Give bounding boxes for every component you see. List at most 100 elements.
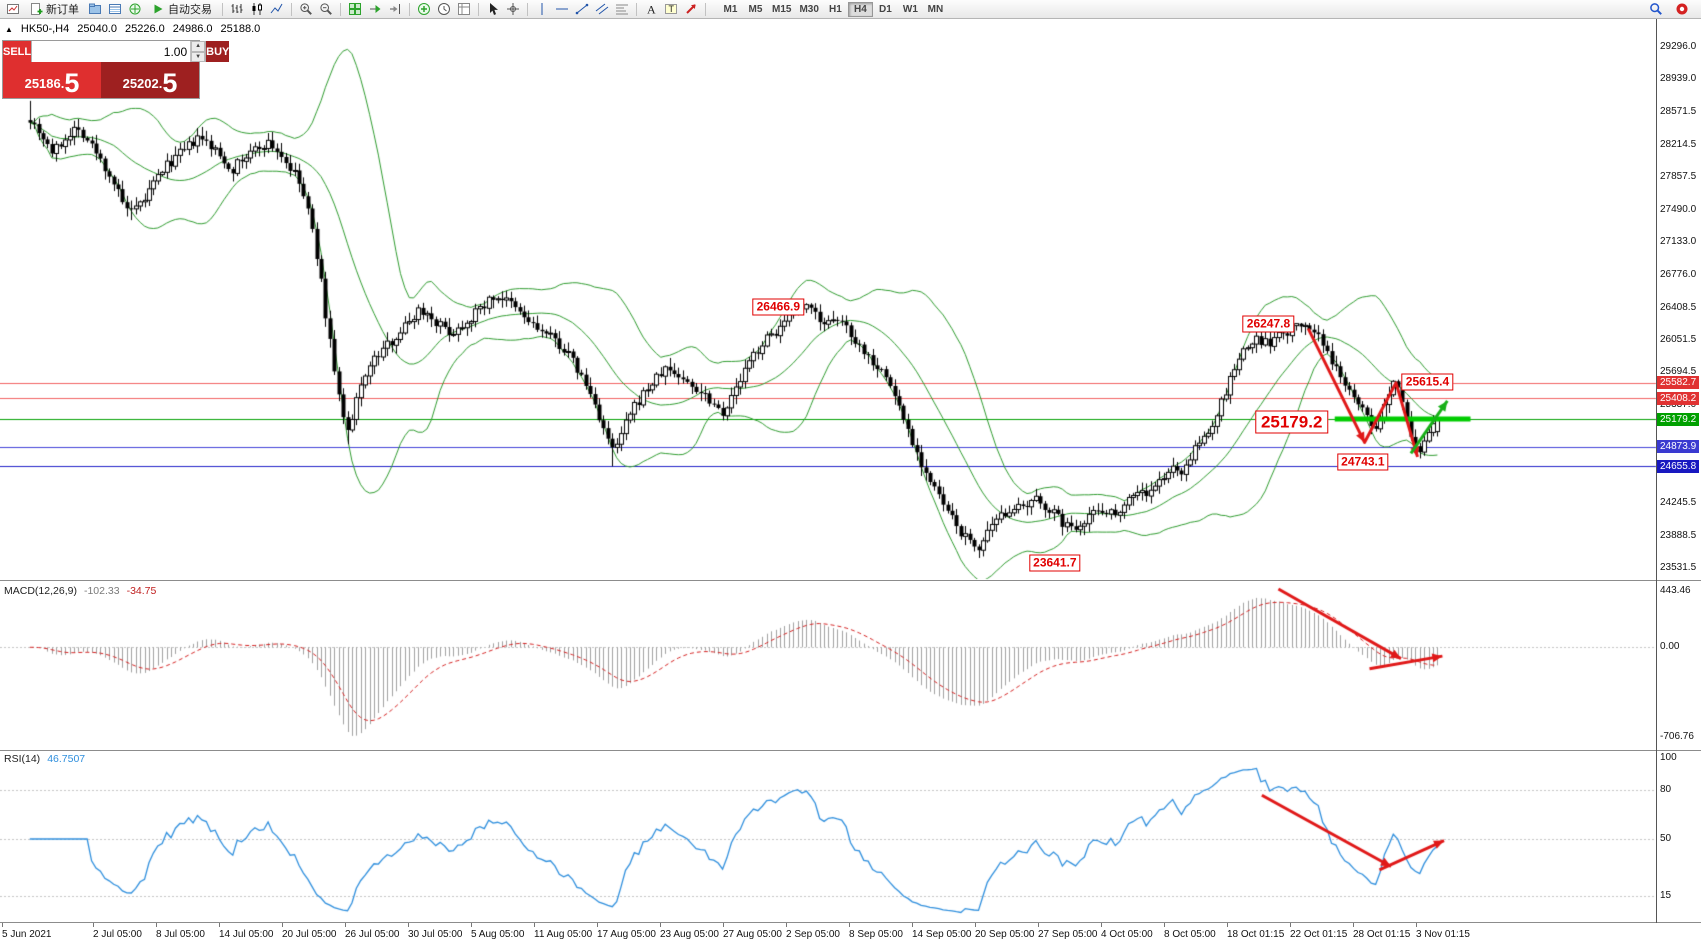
timeframe-m5-button[interactable]: M5 bbox=[743, 2, 768, 17]
toolbar-separator bbox=[705, 2, 706, 16]
channel-icon bbox=[595, 2, 609, 16]
timeframe-m30-button[interactable]: M30 bbox=[795, 2, 822, 17]
horizontal-line-icon[interactable] bbox=[552, 1, 572, 18]
bar-chart-icon bbox=[230, 2, 244, 16]
alerts-icon[interactable] bbox=[1672, 1, 1692, 18]
cursor-icon bbox=[486, 2, 500, 16]
bar-chart-icon[interactable] bbox=[227, 1, 247, 18]
buy-price[interactable]: 25202. 5 bbox=[101, 62, 199, 98]
toolbar-separator bbox=[340, 2, 341, 16]
toolbar-separator bbox=[478, 2, 479, 16]
buy-button[interactable]: BUY bbox=[206, 41, 230, 62]
autotrading-button[interactable]: 自动交易 bbox=[145, 1, 218, 18]
arrows-tool-icon bbox=[684, 2, 698, 16]
one-click-trade-panel: SELL ▲ ▼ BUY 25186.5 25202.5 bbox=[2, 40, 230, 99]
rsi-value: 46.7507 bbox=[47, 753, 86, 765]
symbol-label: HK50-,H4 bbox=[20, 23, 70, 35]
volume-up-button[interactable]: ▲ bbox=[191, 41, 206, 52]
auto-scroll-icon[interactable] bbox=[365, 1, 385, 18]
timeframe-d1-button[interactable]: D1 bbox=[873, 2, 898, 17]
templates-icon[interactable] bbox=[454, 1, 474, 18]
channel-icon[interactable] bbox=[592, 1, 612, 18]
svg-text:T: T bbox=[669, 4, 675, 14]
toolbar-separator bbox=[291, 2, 292, 16]
autotrading-button-label: 自动交易 bbox=[168, 4, 212, 16]
navigator-icon[interactable] bbox=[125, 1, 145, 18]
price-axis[interactable] bbox=[1657, 19, 1701, 922]
timeframe-h1-button[interactable]: H1 bbox=[823, 2, 848, 17]
buy-price-frac: 5 bbox=[162, 68, 178, 98]
sell-button[interactable]: SELL bbox=[3, 41, 32, 62]
fibonacci-icon[interactable] bbox=[612, 1, 632, 18]
profiles-icon bbox=[88, 2, 102, 16]
candlestick-chart-icon bbox=[250, 2, 264, 16]
timeframe-switcher: M1 M5 M15 M30 H1 H4 D1 W1 MN bbox=[718, 1, 948, 17]
panel-collapse-icon[interactable]: ▲ bbox=[5, 24, 13, 34]
tile-windows-icon bbox=[348, 2, 362, 16]
navigator-icon bbox=[128, 2, 142, 16]
price-axis-border bbox=[1656, 19, 1657, 923]
label-icon[interactable]: T bbox=[661, 1, 681, 18]
vertical-line-icon[interactable] bbox=[532, 1, 552, 18]
fibonacci-icon bbox=[615, 2, 629, 16]
chart-shift-icon bbox=[388, 2, 402, 16]
chart-shift-icon[interactable] bbox=[385, 1, 405, 18]
cursor-icon[interactable] bbox=[483, 1, 503, 18]
line-chart-icon bbox=[270, 2, 284, 16]
toolbar-separator bbox=[636, 2, 637, 16]
alerts-icon bbox=[1675, 2, 1689, 16]
data-window-icon[interactable] bbox=[105, 1, 125, 18]
zoom-in-icon[interactable] bbox=[296, 1, 316, 18]
panel-separator bbox=[0, 922, 1701, 923]
toolbar: 新订单 自动交易 A T M1 M5 M15 M30 H1 H4 D1 W1 MN bbox=[0, 0, 1701, 19]
toolbar-separator bbox=[527, 2, 528, 16]
text-icon: A bbox=[644, 2, 658, 17]
crosshair-icon[interactable] bbox=[503, 1, 523, 18]
search-icon bbox=[1649, 2, 1663, 16]
new-order-button-label: 新订单 bbox=[46, 4, 79, 16]
timeframe-mn-button[interactable]: MN bbox=[923, 2, 948, 17]
toolbar-separator bbox=[409, 2, 410, 16]
autotrading-button bbox=[151, 2, 165, 16]
volume-field: ▲ ▼ bbox=[31, 41, 207, 62]
sell-price-main: 25186. bbox=[24, 76, 65, 91]
profiles-icon[interactable] bbox=[85, 1, 105, 18]
ohlc-close: 25188.0 bbox=[220, 23, 261, 35]
timeframe-m1-button[interactable]: M1 bbox=[718, 2, 743, 17]
zoom-in-icon bbox=[299, 2, 313, 16]
timeframe-h4-button[interactable]: H4 bbox=[847, 1, 873, 17]
ohlc-open: 25040.0 bbox=[77, 23, 117, 35]
new-chart-icon[interactable] bbox=[3, 1, 23, 18]
volume-down-button[interactable]: ▼ bbox=[191, 51, 206, 62]
zoom-out-icon[interactable] bbox=[316, 1, 336, 18]
panel-separator[interactable] bbox=[0, 580, 1701, 581]
volume-input[interactable] bbox=[32, 41, 191, 62]
horizontal-line-icon bbox=[555, 2, 569, 16]
panel-separator[interactable] bbox=[0, 750, 1701, 751]
toolbar-separator bbox=[222, 2, 223, 16]
timeframe-m15-button[interactable]: M15 bbox=[768, 2, 795, 17]
zoom-out-icon bbox=[319, 2, 333, 16]
time-axis[interactable] bbox=[0, 923, 1701, 943]
indicators-icon[interactable] bbox=[414, 1, 434, 18]
symbol-ohlc-line: ▲ HK50-,H4 25040.0 25226.0 24986.0 25188… bbox=[5, 23, 260, 35]
timeframe-w1-button[interactable]: W1 bbox=[898, 2, 923, 17]
new-chart-icon bbox=[6, 2, 20, 16]
label-icon: T bbox=[664, 2, 678, 16]
search-icon[interactable] bbox=[1646, 1, 1666, 18]
tile-windows-icon[interactable] bbox=[345, 1, 365, 18]
text-icon[interactable]: A bbox=[641, 1, 661, 18]
sell-price[interactable]: 25186. 5 bbox=[3, 62, 101, 98]
new-order-button[interactable]: 新订单 bbox=[23, 1, 85, 18]
macd-value: -102.33 bbox=[83, 585, 120, 597]
arrows-tool-icon[interactable] bbox=[681, 1, 701, 18]
new-order-button bbox=[29, 2, 43, 16]
sell-price-frac: 5 bbox=[64, 68, 80, 98]
candlestick-chart-icon[interactable] bbox=[247, 1, 267, 18]
rsi-label: RSI(14) 46.7507 bbox=[4, 753, 85, 765]
periods-icon[interactable] bbox=[434, 1, 454, 18]
trendline-icon[interactable] bbox=[572, 1, 592, 18]
line-chart-icon[interactable] bbox=[267, 1, 287, 18]
